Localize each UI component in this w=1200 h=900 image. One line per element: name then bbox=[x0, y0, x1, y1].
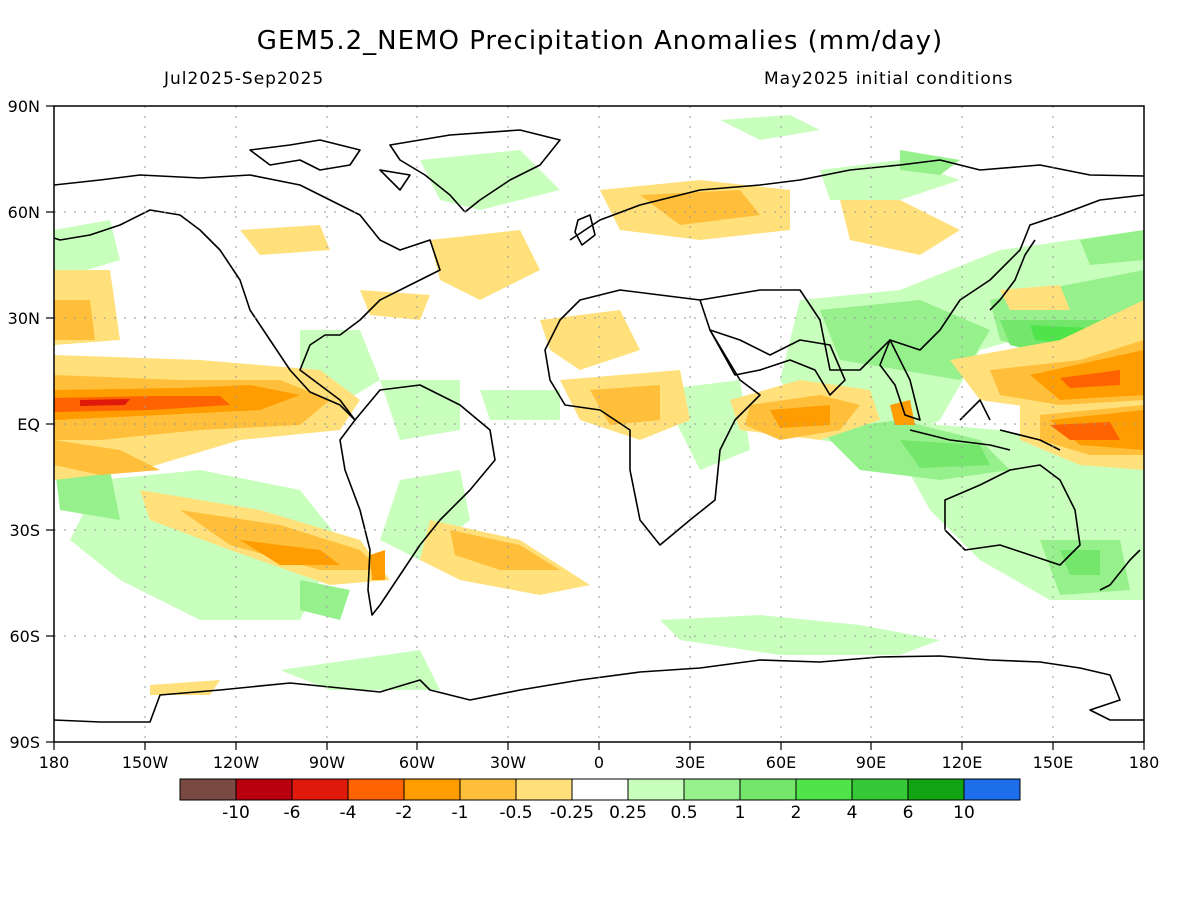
anomaly-fields bbox=[54, 115, 1144, 695]
longitude-labels: 180 150W 120W 90W 60W 30W 0 30E 60E 90E … bbox=[39, 753, 1160, 772]
north-america-coast bbox=[54, 174, 441, 421]
lon-label: 150W bbox=[122, 753, 169, 772]
dry-anomaly-extreme bbox=[80, 399, 130, 406]
lon-label: 180 bbox=[1129, 753, 1160, 772]
colorbar-swatch bbox=[571, 778, 629, 801]
lat-label: 30N bbox=[8, 309, 40, 328]
lon-label: 150E bbox=[1033, 753, 1074, 772]
colorbar-label: -0.25 bbox=[550, 803, 594, 823]
colorbar-label: 6 bbox=[903, 803, 914, 823]
lat-label: EQ bbox=[17, 415, 40, 434]
canada-islands-coast bbox=[249, 139, 411, 191]
lon-label: 90W bbox=[309, 753, 345, 772]
lon-label: 30E bbox=[675, 753, 705, 772]
lon-label: 60E bbox=[766, 753, 796, 772]
colorbar: -10 -6 -4 -2 -1 -0.5 -0.25 0.25 0.5 1 2 4 6 10 bbox=[179, 778, 1021, 823]
colorbar-swatch bbox=[627, 778, 685, 801]
colorbar-swatch bbox=[459, 778, 517, 801]
colorbar-label: -0.5 bbox=[499, 803, 532, 823]
lat-label: 60S bbox=[9, 627, 40, 646]
arabia-india-coast bbox=[709, 329, 846, 396]
colorbar-swatch bbox=[403, 778, 461, 801]
map-title: GEM5.2_NEMO Precipitation Anomalies (mm/… bbox=[256, 26, 944, 56]
colorbar-swatch bbox=[739, 778, 797, 801]
colorbar-swatch bbox=[683, 778, 741, 801]
colorbar-label: 0.25 bbox=[609, 803, 647, 823]
lat-label: 90S bbox=[9, 733, 40, 752]
europe-africa-coast bbox=[569, 159, 1144, 241]
uk-coast bbox=[574, 214, 596, 246]
japan-coast bbox=[989, 239, 1036, 311]
africa-coast bbox=[544, 289, 761, 546]
forecast-period: Jul2025-Sep2025 bbox=[164, 69, 325, 89]
lat-label: 90N bbox=[8, 97, 40, 116]
colorbar-swatch bbox=[963, 778, 1021, 801]
axis-ticks bbox=[46, 105, 1145, 750]
colorbar-swatch bbox=[851, 778, 909, 801]
colorbar-label: 0.5 bbox=[670, 803, 697, 823]
greenland-coast bbox=[389, 129, 561, 213]
colorbar-swatch bbox=[235, 778, 293, 801]
lon-label: 120W bbox=[213, 753, 260, 772]
lon-label: 90E bbox=[856, 753, 886, 772]
lon-label: 0 bbox=[594, 753, 604, 772]
lat-label: 30S bbox=[9, 521, 40, 540]
colorbar-label: -1 bbox=[452, 803, 469, 823]
colorbar-swatch bbox=[291, 778, 349, 801]
colorbar-label: 4 bbox=[847, 803, 858, 823]
colorbar-label: -2 bbox=[396, 803, 413, 823]
colorbar-label: 2 bbox=[791, 803, 802, 823]
lon-label: 180 bbox=[39, 753, 70, 772]
latitude-labels: 90N 60N 30N EQ 30S 60S 90S bbox=[8, 97, 40, 752]
australia-coast bbox=[944, 464, 1081, 566]
initial-conditions-label: May2025 initial conditions bbox=[764, 69, 1014, 89]
colorbar-label: 10 bbox=[953, 803, 975, 823]
asia-coast bbox=[699, 194, 1144, 371]
southeast-asia-coast bbox=[879, 339, 921, 421]
colorbar-swatch bbox=[179, 778, 237, 801]
colorbar-label: -10 bbox=[222, 803, 250, 823]
new-zealand-coast bbox=[1099, 549, 1141, 591]
gridlines bbox=[54, 106, 1144, 742]
lon-label: 30W bbox=[490, 753, 526, 772]
colorbar-label: -4 bbox=[340, 803, 357, 823]
lon-label: 120E bbox=[942, 753, 983, 772]
colorbar-swatch bbox=[515, 778, 573, 801]
south-america-coast bbox=[339, 384, 496, 616]
colorbar-label: 1 bbox=[735, 803, 746, 823]
colorbar-swatch bbox=[347, 778, 405, 801]
antarctica-coast bbox=[54, 655, 1144, 723]
colorbar-swatch bbox=[907, 778, 965, 801]
coastlines bbox=[54, 129, 1144, 723]
lon-label: 60W bbox=[399, 753, 435, 772]
colorbar-swatch bbox=[795, 778, 853, 801]
lat-label: 60N bbox=[8, 203, 40, 222]
colorbar-label: -6 bbox=[284, 803, 301, 823]
